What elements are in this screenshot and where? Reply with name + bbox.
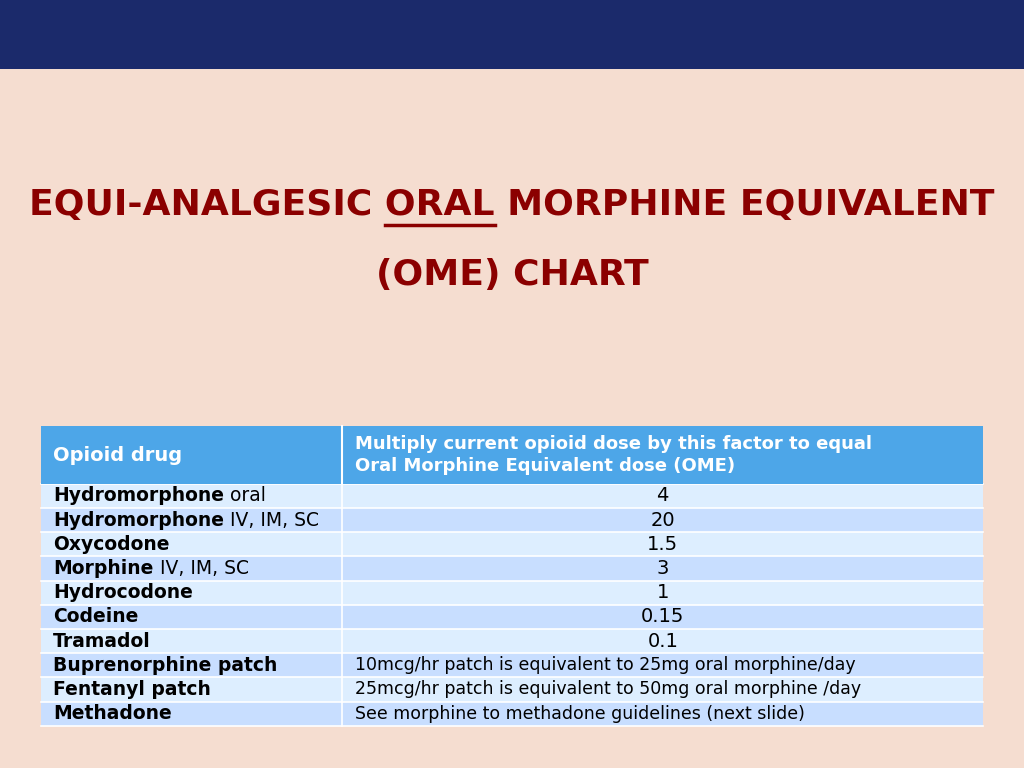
Text: 1.5: 1.5 bbox=[647, 535, 678, 554]
Text: IV, IM, SC: IV, IM, SC bbox=[154, 559, 249, 578]
Text: 10mcg/hr patch is equivalent to 25mg oral morphine/day: 10mcg/hr patch is equivalent to 25mg ora… bbox=[354, 657, 855, 674]
Text: EQUI-ANALGESIC ORAL MORPHINE EQUIVALENT: EQUI-ANALGESIC ORAL MORPHINE EQUIVALENT bbox=[30, 188, 994, 223]
Text: Tramadol: Tramadol bbox=[53, 631, 151, 650]
Text: 0.15: 0.15 bbox=[641, 607, 684, 627]
Text: EQUI-ANALGESIC: EQUI-ANALGESIC bbox=[512, 188, 868, 223]
Text: 20: 20 bbox=[650, 511, 675, 530]
Text: Opioid drug: Opioid drug bbox=[53, 445, 182, 465]
Text: Hydrocodone: Hydrocodone bbox=[53, 583, 194, 602]
Text: Fentanyl patch: Fentanyl patch bbox=[53, 680, 211, 699]
Text: Buprenorphine patch: Buprenorphine patch bbox=[53, 656, 278, 675]
Text: 0.1: 0.1 bbox=[647, 631, 678, 650]
Text: 1: 1 bbox=[656, 583, 669, 602]
Text: Codeine: Codeine bbox=[53, 607, 138, 627]
Text: Oxycodone: Oxycodone bbox=[53, 535, 170, 554]
Text: 4: 4 bbox=[656, 486, 669, 505]
Text: Hydromorphone: Hydromorphone bbox=[53, 486, 224, 505]
Text: Methadone: Methadone bbox=[53, 704, 172, 723]
Text: oral: oral bbox=[224, 486, 266, 505]
Text: IV, IM, SC: IV, IM, SC bbox=[224, 511, 319, 530]
Text: 25mcg/hr patch is equivalent to 50mg oral morphine /day: 25mcg/hr patch is equivalent to 50mg ora… bbox=[354, 680, 861, 698]
Text: Morphine: Morphine bbox=[53, 559, 154, 578]
Text: Hydromorphone: Hydromorphone bbox=[53, 511, 224, 530]
Text: Multiply current opioid dose by this factor to equal
Oral Morphine Equivalent do: Multiply current opioid dose by this fac… bbox=[354, 435, 871, 475]
Text: 3: 3 bbox=[656, 559, 669, 578]
Text: EQUI-ANALGESIC ORAL MORPHINE EQUIVALENT: EQUI-ANALGESIC ORAL MORPHINE EQUIVALENT bbox=[30, 188, 994, 223]
Text: See morphine to methadone guidelines (next slide): See morphine to methadone guidelines (ne… bbox=[354, 705, 805, 723]
Text: (OME) CHART: (OME) CHART bbox=[376, 257, 648, 292]
Text: ORAL: ORAL bbox=[512, 188, 622, 223]
